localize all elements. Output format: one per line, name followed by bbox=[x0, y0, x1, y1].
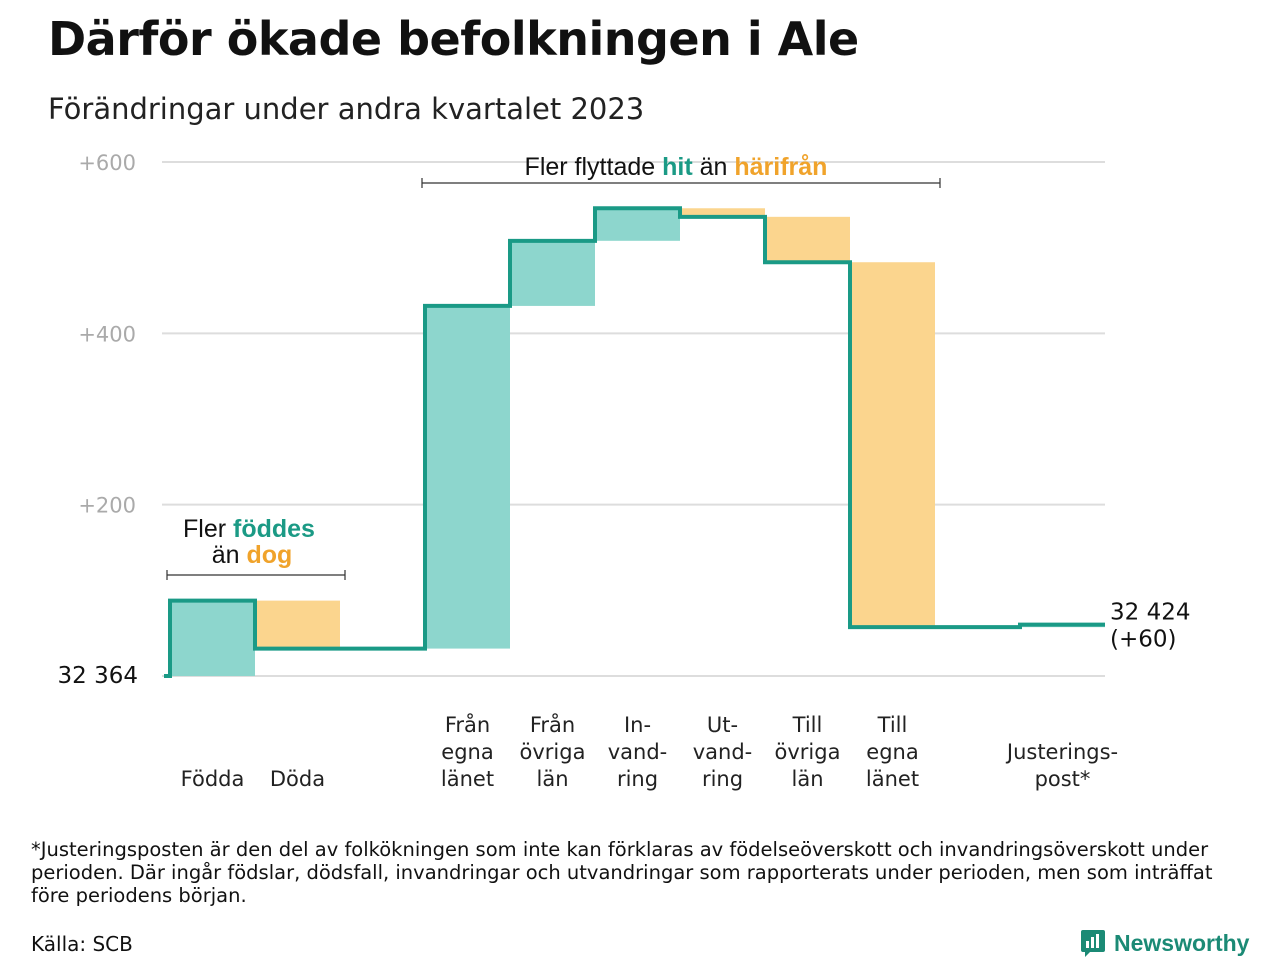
category-label: Ut- bbox=[707, 713, 738, 737]
category-label: Från bbox=[530, 712, 575, 737]
category-label: övriga bbox=[775, 740, 841, 764]
bar-6 bbox=[680, 208, 765, 217]
migration-ann-away: härifrån bbox=[734, 153, 827, 181]
category-label: egna bbox=[866, 740, 918, 764]
step-line bbox=[164, 206, 1105, 678]
category-labels: Födda Döda Från egna länet Från övriga län In-va… bbox=[181, 712, 1118, 791]
bar-1 bbox=[255, 600, 340, 649]
category-label: länet bbox=[441, 767, 494, 791]
step-line-path bbox=[164, 206, 1105, 678]
bar-7 bbox=[765, 216, 850, 263]
category-label: post* bbox=[1035, 767, 1091, 791]
y-tick-label: +400 bbox=[78, 322, 136, 346]
births-ann-born: föddes bbox=[233, 515, 315, 543]
category-label: Till bbox=[792, 713, 823, 737]
category-label: vand- bbox=[608, 740, 668, 764]
y-tick-label: +200 bbox=[78, 494, 136, 518]
end-value-label: 32 424 bbox=[1110, 600, 1190, 626]
end-value-label: (+60) bbox=[1110, 627, 1176, 653]
bar-5 bbox=[595, 208, 680, 241]
annotations: Fler föddes än dog Fler flyttade hit än … bbox=[166, 153, 941, 580]
category-label: Födda bbox=[181, 767, 245, 791]
category-label: övriga bbox=[520, 740, 586, 764]
source: Källa: SCB bbox=[31, 932, 133, 956]
bar-3 bbox=[425, 305, 510, 649]
bar-4 bbox=[510, 240, 595, 306]
category-label: In- bbox=[624, 713, 651, 737]
bar-0 bbox=[170, 600, 255, 676]
category-label: Justerings- bbox=[1005, 740, 1118, 764]
migration-annotation: Fler flyttade hit än härifrån bbox=[525, 153, 828, 181]
bars bbox=[170, 208, 1105, 676]
footnote: *Justeringsposten är den del av folkökni… bbox=[31, 838, 1213, 907]
category-label: Döda bbox=[270, 767, 325, 791]
chart-subtitle: Förändringar under andra kvartalet 2023 bbox=[48, 92, 645, 126]
y-tick-label: +600 bbox=[78, 151, 136, 175]
y-tick-labels: +200 +400 +600 32 364 bbox=[58, 151, 138, 689]
births-ann-more: Fler bbox=[183, 515, 233, 543]
births-ann-died: dog bbox=[246, 541, 292, 569]
brand-name: Newsworthy bbox=[1114, 929, 1250, 956]
brand-logo: Newsworthy bbox=[1080, 928, 1249, 958]
migration-ann-more: Fler flyttade bbox=[525, 153, 663, 181]
base-value-label: 32 364 bbox=[58, 663, 138, 689]
category-label: vand- bbox=[693, 740, 753, 764]
births-annotation-line1: Fler föddes bbox=[183, 515, 315, 543]
category-label: Från bbox=[445, 712, 490, 737]
category-label: Till bbox=[877, 713, 908, 737]
migration-ann-here: hit bbox=[662, 153, 693, 181]
gridlines bbox=[162, 161, 1105, 677]
bar-8 bbox=[850, 262, 935, 628]
category-label: egna bbox=[441, 740, 493, 764]
births-annotation-line2: än dog bbox=[212, 541, 293, 569]
migration-ann-than: än bbox=[693, 153, 735, 181]
newsworthy-logo-icon bbox=[1081, 930, 1105, 957]
category-label: ring bbox=[702, 767, 743, 791]
category-label: ring bbox=[617, 767, 658, 791]
chart-title: Därför ökade befolkningen i Ale bbox=[48, 12, 859, 66]
births-ann-than: än bbox=[212, 541, 247, 569]
category-label: län bbox=[791, 767, 823, 791]
category-label: län bbox=[536, 767, 568, 791]
category-label: länet bbox=[866, 767, 919, 791]
end-labels: 32 424(+60) bbox=[1110, 600, 1190, 653]
